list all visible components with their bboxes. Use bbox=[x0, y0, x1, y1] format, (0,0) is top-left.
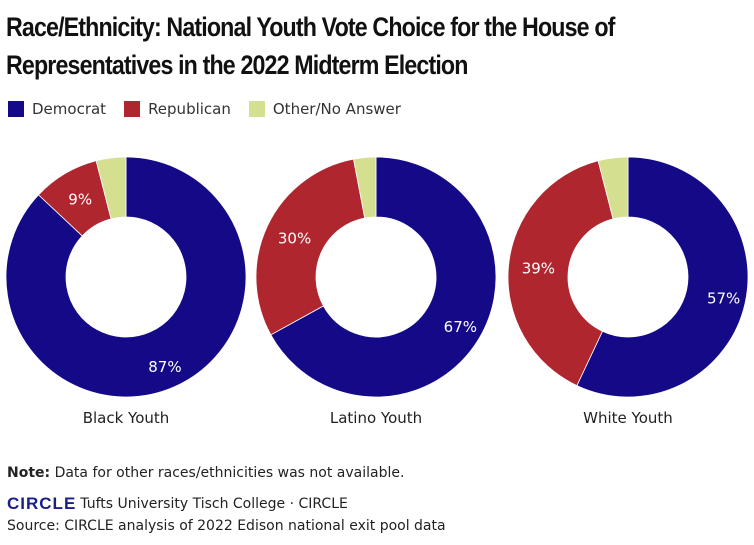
slice-democrat bbox=[576, 156, 749, 398]
org-text: Tufts University Tisch College · CIRCLE bbox=[80, 496, 348, 512]
data-label: 39% bbox=[522, 260, 555, 278]
data-label: 30% bbox=[278, 230, 311, 248]
data-label: 57% bbox=[707, 289, 740, 307]
attribution: CIRCLE Tufts University Tisch College · C… bbox=[7, 494, 348, 514]
legend-swatch bbox=[124, 101, 141, 117]
legend: Democrat Republican Other/No Answer bbox=[8, 100, 401, 118]
note-label: Note: bbox=[7, 465, 51, 481]
slice-other-no-answer bbox=[95, 156, 127, 220]
data-label: 9% bbox=[68, 191, 92, 209]
slice-democrat bbox=[270, 156, 497, 398]
slice-republican bbox=[255, 158, 366, 336]
circle-logo: CIRCLE bbox=[7, 494, 77, 513]
legend-item-other: Other/No Answer bbox=[248, 100, 401, 118]
legend-swatch bbox=[248, 101, 265, 117]
chart-label: Black Youth bbox=[83, 409, 170, 427]
legend-label: Republican bbox=[148, 100, 231, 118]
legend-swatch bbox=[8, 101, 24, 117]
slice-republican bbox=[507, 160, 614, 387]
data-label: 67% bbox=[444, 318, 477, 336]
legend-item-democrat: Democrat bbox=[8, 100, 106, 118]
legend-item-republican: Republican bbox=[124, 100, 231, 118]
legend-label: Democrat bbox=[32, 100, 107, 118]
slice-other-no-answer bbox=[353, 156, 377, 219]
slice-other-no-answer bbox=[597, 156, 629, 220]
note: Note: Data for other races/ethnicities w… bbox=[7, 465, 404, 481]
chart-title: Race/Ethnicity: National Youth Vote Choi… bbox=[6, 12, 615, 80]
slice-democrat bbox=[5, 156, 247, 398]
source: Source: CIRCLE analysis of 2022 Edison n… bbox=[7, 518, 446, 534]
note-text: Data for other races/ethnicities was not… bbox=[50, 465, 405, 481]
data-label: 87% bbox=[148, 358, 181, 376]
chart-label: White Youth bbox=[583, 409, 673, 427]
legend-label: Other/No Answer bbox=[272, 100, 401, 118]
chart-label: Latino Youth bbox=[330, 409, 422, 427]
